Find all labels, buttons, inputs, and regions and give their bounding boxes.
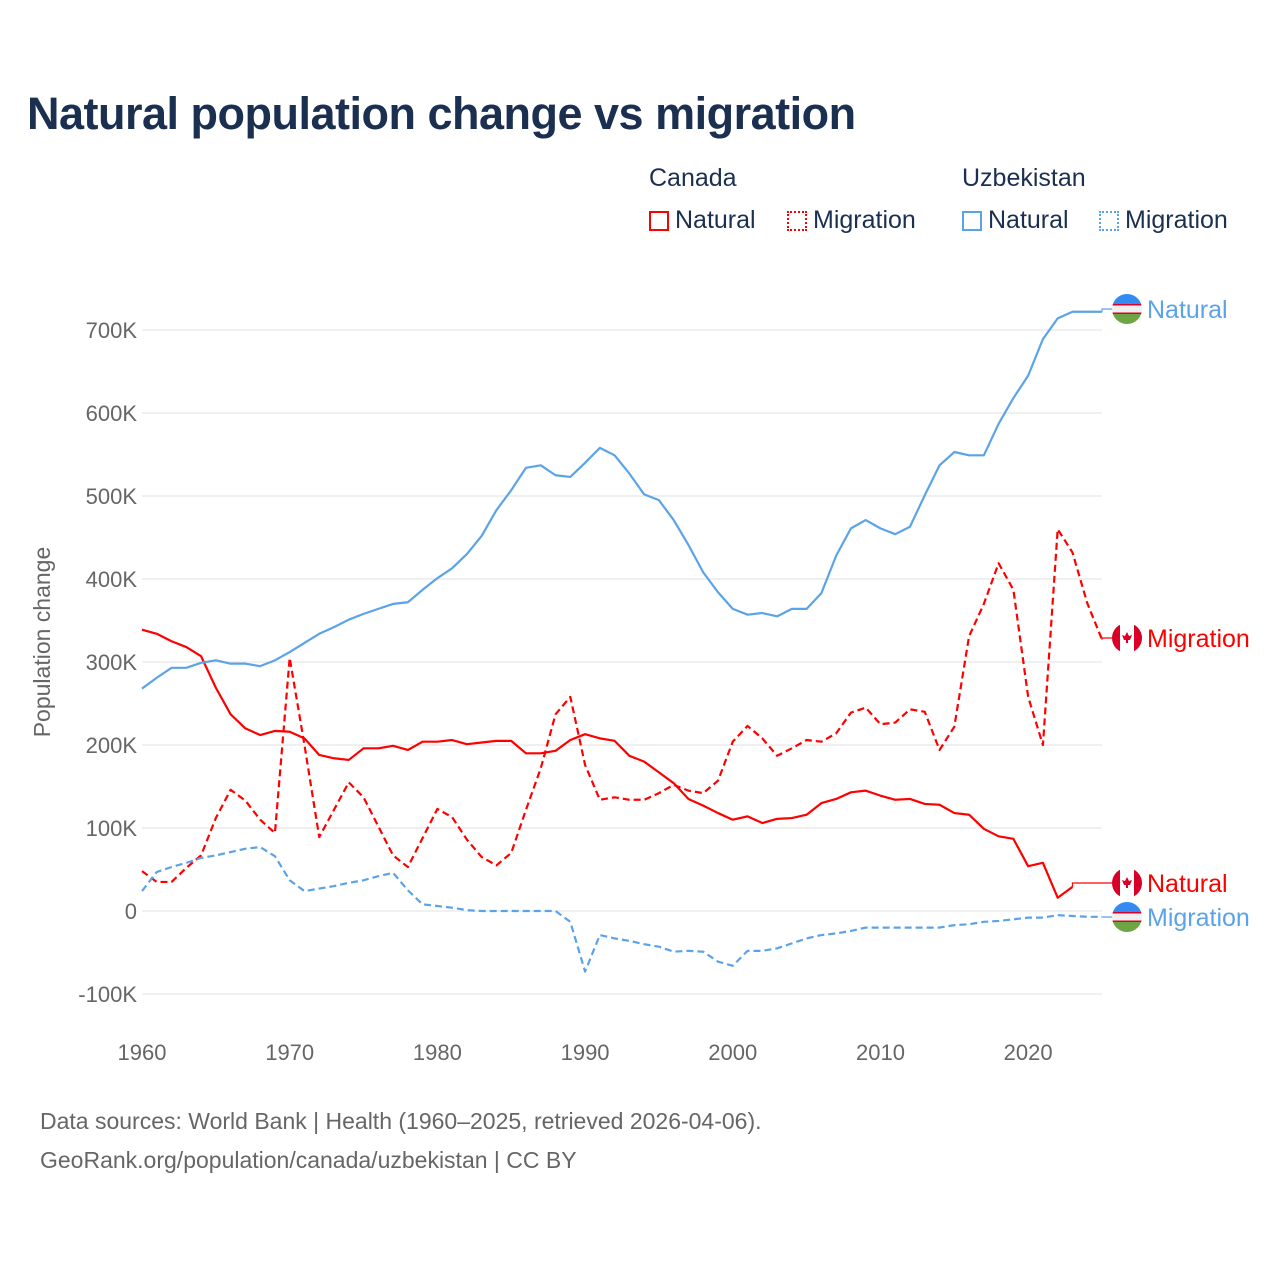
y-tick-label: 600K <box>86 401 138 426</box>
canada-flag-icon <box>1112 623 1142 653</box>
end-connector <box>1101 637 1113 640</box>
legend-label: Migration <box>1125 206 1228 234</box>
end-label: Natural <box>1147 296 1228 324</box>
y-axis-ticks: -100K 0 100K 200K 300K 400K 500K 600K 700K <box>78 318 137 1007</box>
canada-flag-icon <box>1112 868 1142 898</box>
y-tick-label: 100K <box>86 816 138 841</box>
legend-label: Natural <box>988 206 1069 234</box>
y-tick-label: 500K <box>86 484 138 509</box>
x-tick-label: 2020 <box>1004 1040 1053 1065</box>
end-label: Migration <box>1147 625 1250 653</box>
end-connector <box>1101 308 1113 312</box>
legend-group-canada: Canada <box>649 164 737 192</box>
legend-canada-natural[interactable]: Natural <box>649 206 756 235</box>
legend-label: Natural <box>675 206 756 234</box>
legend-uzbekistan-migration[interactable]: Migration <box>1099 206 1228 235</box>
x-tick-label: 1980 <box>413 1040 462 1065</box>
series-line-uzbekistan-natural[interactable] <box>141 310 1102 690</box>
series-lines <box>141 310 1104 973</box>
x-tick-label: 1990 <box>561 1040 610 1065</box>
legend-canada-migration[interactable]: Migration <box>787 206 916 235</box>
legend-uzbekistan-natural[interactable]: Natural <box>962 206 1069 235</box>
y-tick-label: 400K <box>86 567 138 592</box>
y-tick-label: 700K <box>86 318 138 343</box>
legend-swatch-solid <box>649 210 669 231</box>
end-labels: Natural Migration Natural Migration <box>1071 294 1250 932</box>
legend-swatch-dotted <box>1099 210 1119 231</box>
x-axis-ticks: 1960 1970 1980 1990 2000 2010 2020 <box>118 1040 1053 1065</box>
y-axis-label: Population change <box>29 547 55 738</box>
series-line-canada-natural[interactable] <box>141 628 1074 899</box>
y-tick-label: 300K <box>86 650 138 675</box>
chart-title: Natural population change vs migration <box>27 88 856 139</box>
end-connector <box>1071 882 1113 887</box>
end-label: Migration <box>1147 904 1250 932</box>
source-line-2[interactable]: GeoRank.org/population/canada/uzbekistan… <box>40 1147 577 1173</box>
x-tick-label: 2010 <box>856 1040 905 1065</box>
y-tick-label: 200K <box>86 733 138 758</box>
series-line-canada-migration[interactable] <box>141 528 1104 884</box>
y-tick-label: -100K <box>78 982 137 1007</box>
gridlines <box>142 329 1102 995</box>
uzbekistan-flag-icon <box>1112 294 1142 324</box>
series-line-uzbekistan-migration[interactable] <box>141 845 1102 973</box>
x-tick-label: 1960 <box>118 1040 167 1065</box>
uzbekistan-flag-icon <box>1112 902 1142 932</box>
y-tick-label: 0 <box>125 899 137 924</box>
end-label: Natural <box>1147 870 1228 898</box>
legend-swatch-dotted <box>787 210 807 231</box>
source-line-1: Data sources: World Bank | Health (1960–… <box>40 1108 762 1134</box>
legend-label: Migration <box>813 206 916 234</box>
x-tick-label: 1970 <box>265 1040 314 1065</box>
legend-swatch-solid <box>962 210 982 231</box>
legend-group-uzbekistan: Uzbekistan <box>962 164 1086 192</box>
x-tick-label: 2000 <box>708 1040 757 1065</box>
